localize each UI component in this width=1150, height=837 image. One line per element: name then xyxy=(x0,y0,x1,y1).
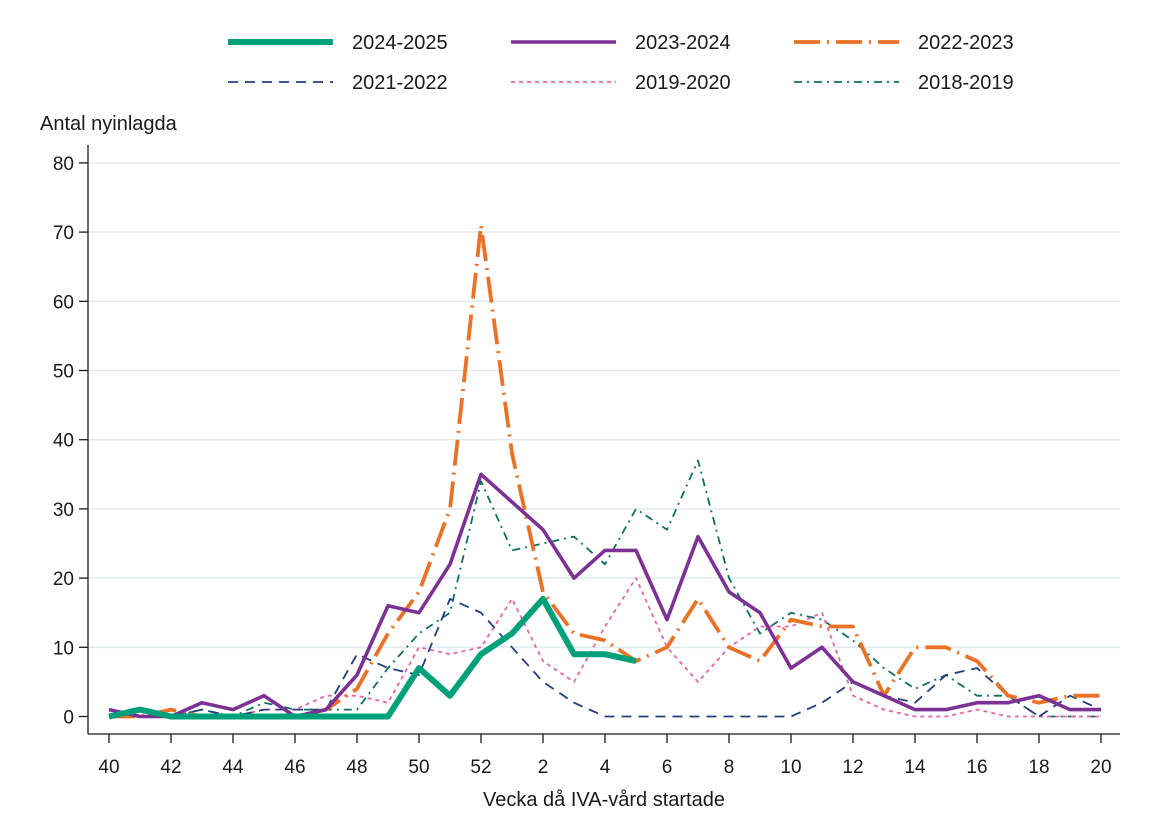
series-line-2018-2019 xyxy=(109,459,1101,718)
x-tick-label: 46 xyxy=(284,757,305,778)
x-tick-label: 50 xyxy=(408,757,429,778)
x-axis-ticks: 40 42 44 46 48 50 52 2 4 6 8 10 12 14 16 18 20 xyxy=(98,734,1112,778)
legend-label: 2021-2022 xyxy=(352,72,448,94)
y-tick-label: 60 xyxy=(53,292,74,313)
y-tick-label: 0 xyxy=(63,708,74,729)
series-line-2023-2024 xyxy=(108,472,1101,719)
x-tick-label: 12 xyxy=(842,757,863,778)
legend-label: 2024-2025 xyxy=(352,32,448,54)
x-tick-label: 16 xyxy=(966,757,987,778)
y-tick-label: 10 xyxy=(53,638,74,659)
y-tick-label: 50 xyxy=(53,362,74,383)
legend-label: 2019-2020 xyxy=(635,72,731,94)
x-tick-label: 8 xyxy=(724,757,735,778)
y-axis-title: Antal nyinlagda xyxy=(40,113,178,135)
series-line-2024-2025 xyxy=(108,595,637,720)
x-tick-label: 4 xyxy=(600,757,611,778)
legend-label: 2022-2023 xyxy=(918,32,1014,54)
legend: 2024-2025 2023-2024 2022-2023 2021-2022 2019… xyxy=(228,32,1014,94)
x-tick-label: 20 xyxy=(1090,757,1111,778)
y-tick-label: 70 xyxy=(53,223,74,244)
y-tick-label: 40 xyxy=(53,431,74,452)
x-tick-label: 6 xyxy=(662,757,673,778)
y-tick-label: 20 xyxy=(53,569,74,590)
x-tick-label: 18 xyxy=(1028,757,1049,778)
series-line-2022-2023 xyxy=(109,223,1101,719)
series-line-2021-2022 xyxy=(108,598,1102,718)
gridlines xyxy=(89,162,1120,649)
x-tick-label: 10 xyxy=(780,757,801,778)
x-tick-label: 40 xyxy=(98,757,119,778)
series-lines xyxy=(108,223,1102,720)
x-axis-title: Vecka då IVA-vård startade xyxy=(483,789,725,811)
x-tick-label: 42 xyxy=(160,757,181,778)
y-tick-label: 30 xyxy=(53,500,74,521)
x-tick-label: 2 xyxy=(538,757,549,778)
legend-label: 2018-2019 xyxy=(918,72,1014,94)
y-axis-ticks: 0 10 20 30 40 50 60 70 80 xyxy=(53,154,88,729)
legend-label: 2023-2024 xyxy=(635,32,731,54)
x-tick-label: 44 xyxy=(222,757,244,778)
x-tick-label: 14 xyxy=(904,757,926,778)
y-tick-label: 80 xyxy=(53,154,74,175)
x-tick-label: 48 xyxy=(346,757,367,778)
x-tick-label: 52 xyxy=(470,757,491,778)
